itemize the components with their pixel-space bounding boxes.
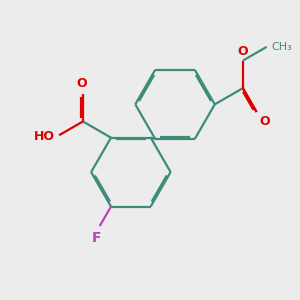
Text: O: O <box>260 115 270 128</box>
Text: O: O <box>76 76 87 89</box>
Text: CH₃: CH₃ <box>271 42 292 52</box>
Text: HO: HO <box>34 130 55 143</box>
Text: O: O <box>238 45 248 58</box>
Text: F: F <box>92 231 101 244</box>
